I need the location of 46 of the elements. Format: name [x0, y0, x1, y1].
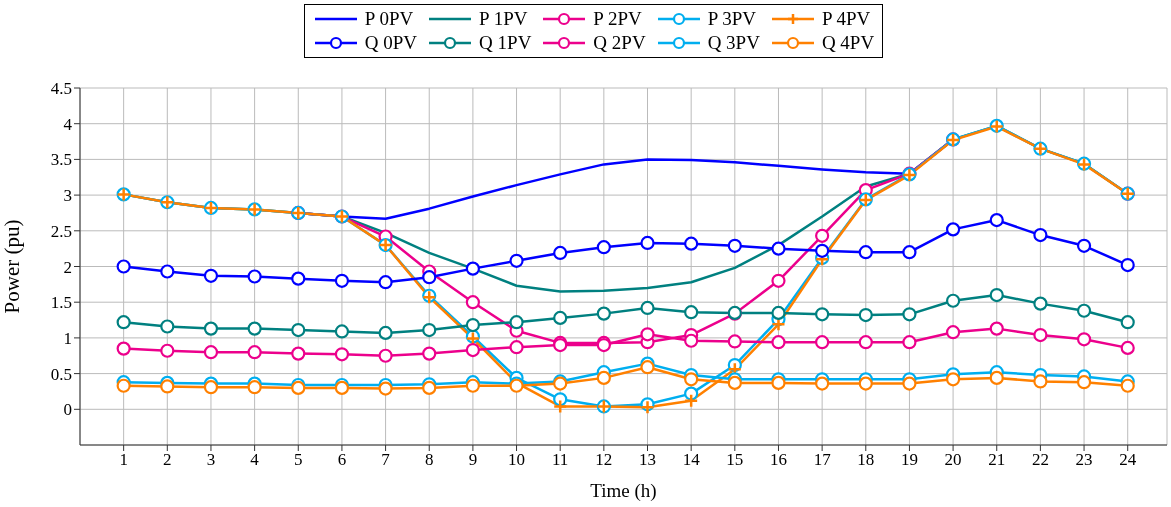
x-tick-label: 14 — [682, 450, 701, 470]
x-tick-label: 9 — [468, 450, 478, 470]
y-tick-label: 0 — [63, 400, 72, 420]
x-tick-label: 11 — [552, 450, 569, 470]
x-tick-label: 12 — [595, 450, 613, 470]
x-tick-label: 4 — [250, 450, 260, 470]
y-tick-label: 1.5 — [50, 293, 72, 313]
x-tick-label: 5 — [294, 450, 303, 470]
x-tick-label: 19 — [900, 450, 918, 470]
legend-label: Q 0PV — [364, 32, 418, 54]
legend-label: P 0PV — [364, 8, 414, 30]
y-tick-label: 0.5 — [50, 364, 72, 384]
legend-label: Q 4PV — [821, 32, 875, 54]
x-tick-label: 18 — [857, 450, 875, 470]
y-tick-label: 2 — [63, 257, 72, 277]
y-tick-label: 1 — [63, 328, 72, 348]
legend-label: Q 1PV — [479, 32, 532, 54]
legend-label: P 2PV — [593, 8, 642, 30]
x-tick-label: 8 — [424, 450, 434, 470]
y-tick-label: 4.5 — [50, 79, 72, 99]
y-tick-label: 3.5 — [50, 150, 72, 170]
legend-label: P 1PV — [479, 8, 528, 30]
x-tick-label: 2 — [163, 450, 172, 470]
x-tick-label: 24 — [1119, 450, 1137, 470]
x-tick-label: 7 — [381, 450, 391, 470]
x-axis-title: Time (h) — [590, 480, 657, 502]
x-tick-label: 10 — [508, 450, 526, 470]
x-tick-label: 3 — [206, 450, 216, 470]
x-tick-label: 22 — [1031, 450, 1049, 470]
legend-label: P 3PV — [707, 8, 757, 30]
legend-label: Q 3PV — [707, 32, 760, 54]
x-tick-label: 15 — [726, 450, 744, 470]
y-axis-title: Power (pu) — [0, 219, 25, 314]
legend-label: Q 2PV — [593, 32, 646, 54]
y-tick-label: 2.5 — [50, 221, 72, 241]
y-tick-label: 4 — [63, 114, 73, 134]
x-tick-label: 1 — [119, 450, 128, 470]
x-tick-label: 16 — [769, 450, 787, 470]
x-tick-label: 23 — [1075, 450, 1093, 470]
x-tick-label: 21 — [988, 450, 1006, 470]
x-tick-label: 13 — [639, 450, 657, 470]
y-tick-label: 3 — [63, 186, 72, 206]
x-tick-label: 6 — [337, 450, 347, 470]
x-tick-label: 20 — [944, 450, 962, 470]
legend-label: P 4PV — [821, 8, 871, 30]
x-tick-label: 17 — [813, 450, 832, 470]
